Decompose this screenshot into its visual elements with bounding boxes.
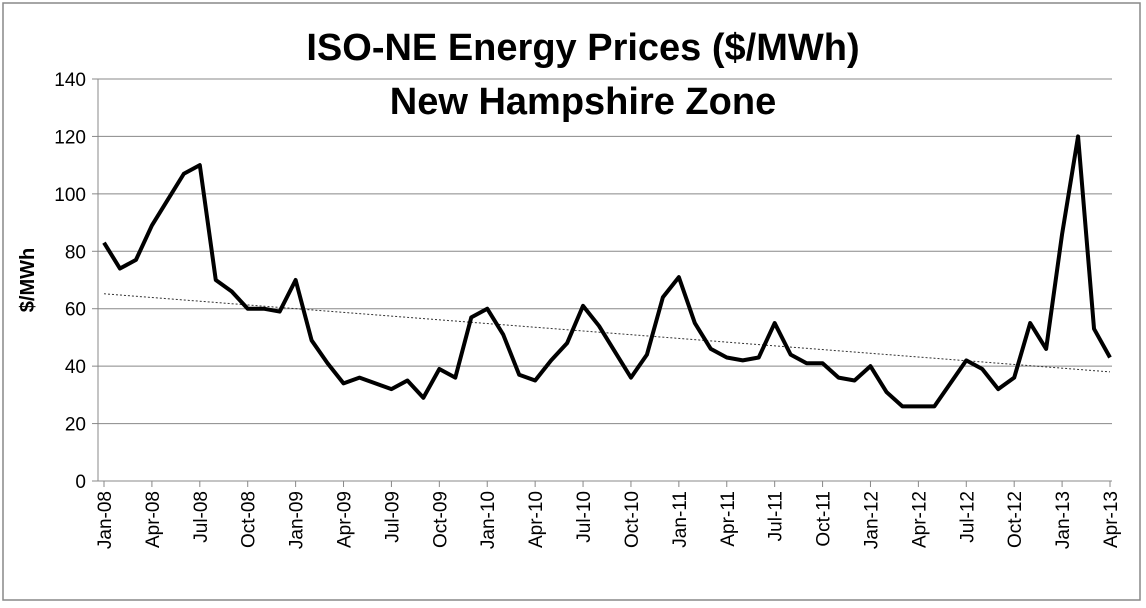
y-tick-label: 60 [65,300,86,321]
y-tick-label: 40 [65,357,86,378]
y-tick-label: 120 [54,127,86,148]
y-tick-label: 140 [54,70,86,91]
x-tick-label: Oct-11 [814,491,835,547]
chart-title: ISO-NE Energy Prices ($/MWh) [306,27,859,69]
x-tick-label: Oct-08 [239,491,260,548]
x-tick-label: Jan-13 [1053,491,1074,549]
x-tick-label: Jan-09 [287,491,308,549]
trendline [103,293,1111,373]
y-tick-label: 80 [65,242,86,263]
price-line [102,134,1112,409]
y-tick-label: 20 [65,415,86,436]
x-tick-label: Jan-08 [95,491,116,549]
x-tick-label: Apr-11 [718,491,739,547]
x-tick-label: Jul-10 [574,491,595,543]
y-axis-label: $/MWh [17,248,39,312]
x-tick-label: Jan-12 [861,491,882,549]
x-tick-label: Apr-10 [526,491,547,548]
x-tick-label: Apr-09 [335,491,356,548]
chart-subtitle: New Hampshire Zone [390,81,776,123]
x-tick-label: Jul-12 [957,491,978,543]
x-tick-label: Jul-08 [191,491,212,543]
x-tick-label: Jul-11 [766,491,787,541]
x-tick-label: Jul-09 [382,491,403,543]
x-tick-label: Apr-13 [1101,491,1122,548]
x-tick-label: Jan-11 [670,491,691,548]
chart-frame [2,2,1141,601]
x-tick-label: Apr-08 [143,491,164,548]
x-tick-label: Oct-10 [622,491,643,548]
y-tick-label: 0 [75,472,86,493]
x-tick-label: Jan-10 [478,491,499,549]
x-tick-label: Apr-12 [909,491,930,548]
x-tick-label: Oct-12 [1005,491,1026,548]
x-tick-label: Oct-09 [430,491,451,548]
y-tick-label: 100 [54,185,86,206]
